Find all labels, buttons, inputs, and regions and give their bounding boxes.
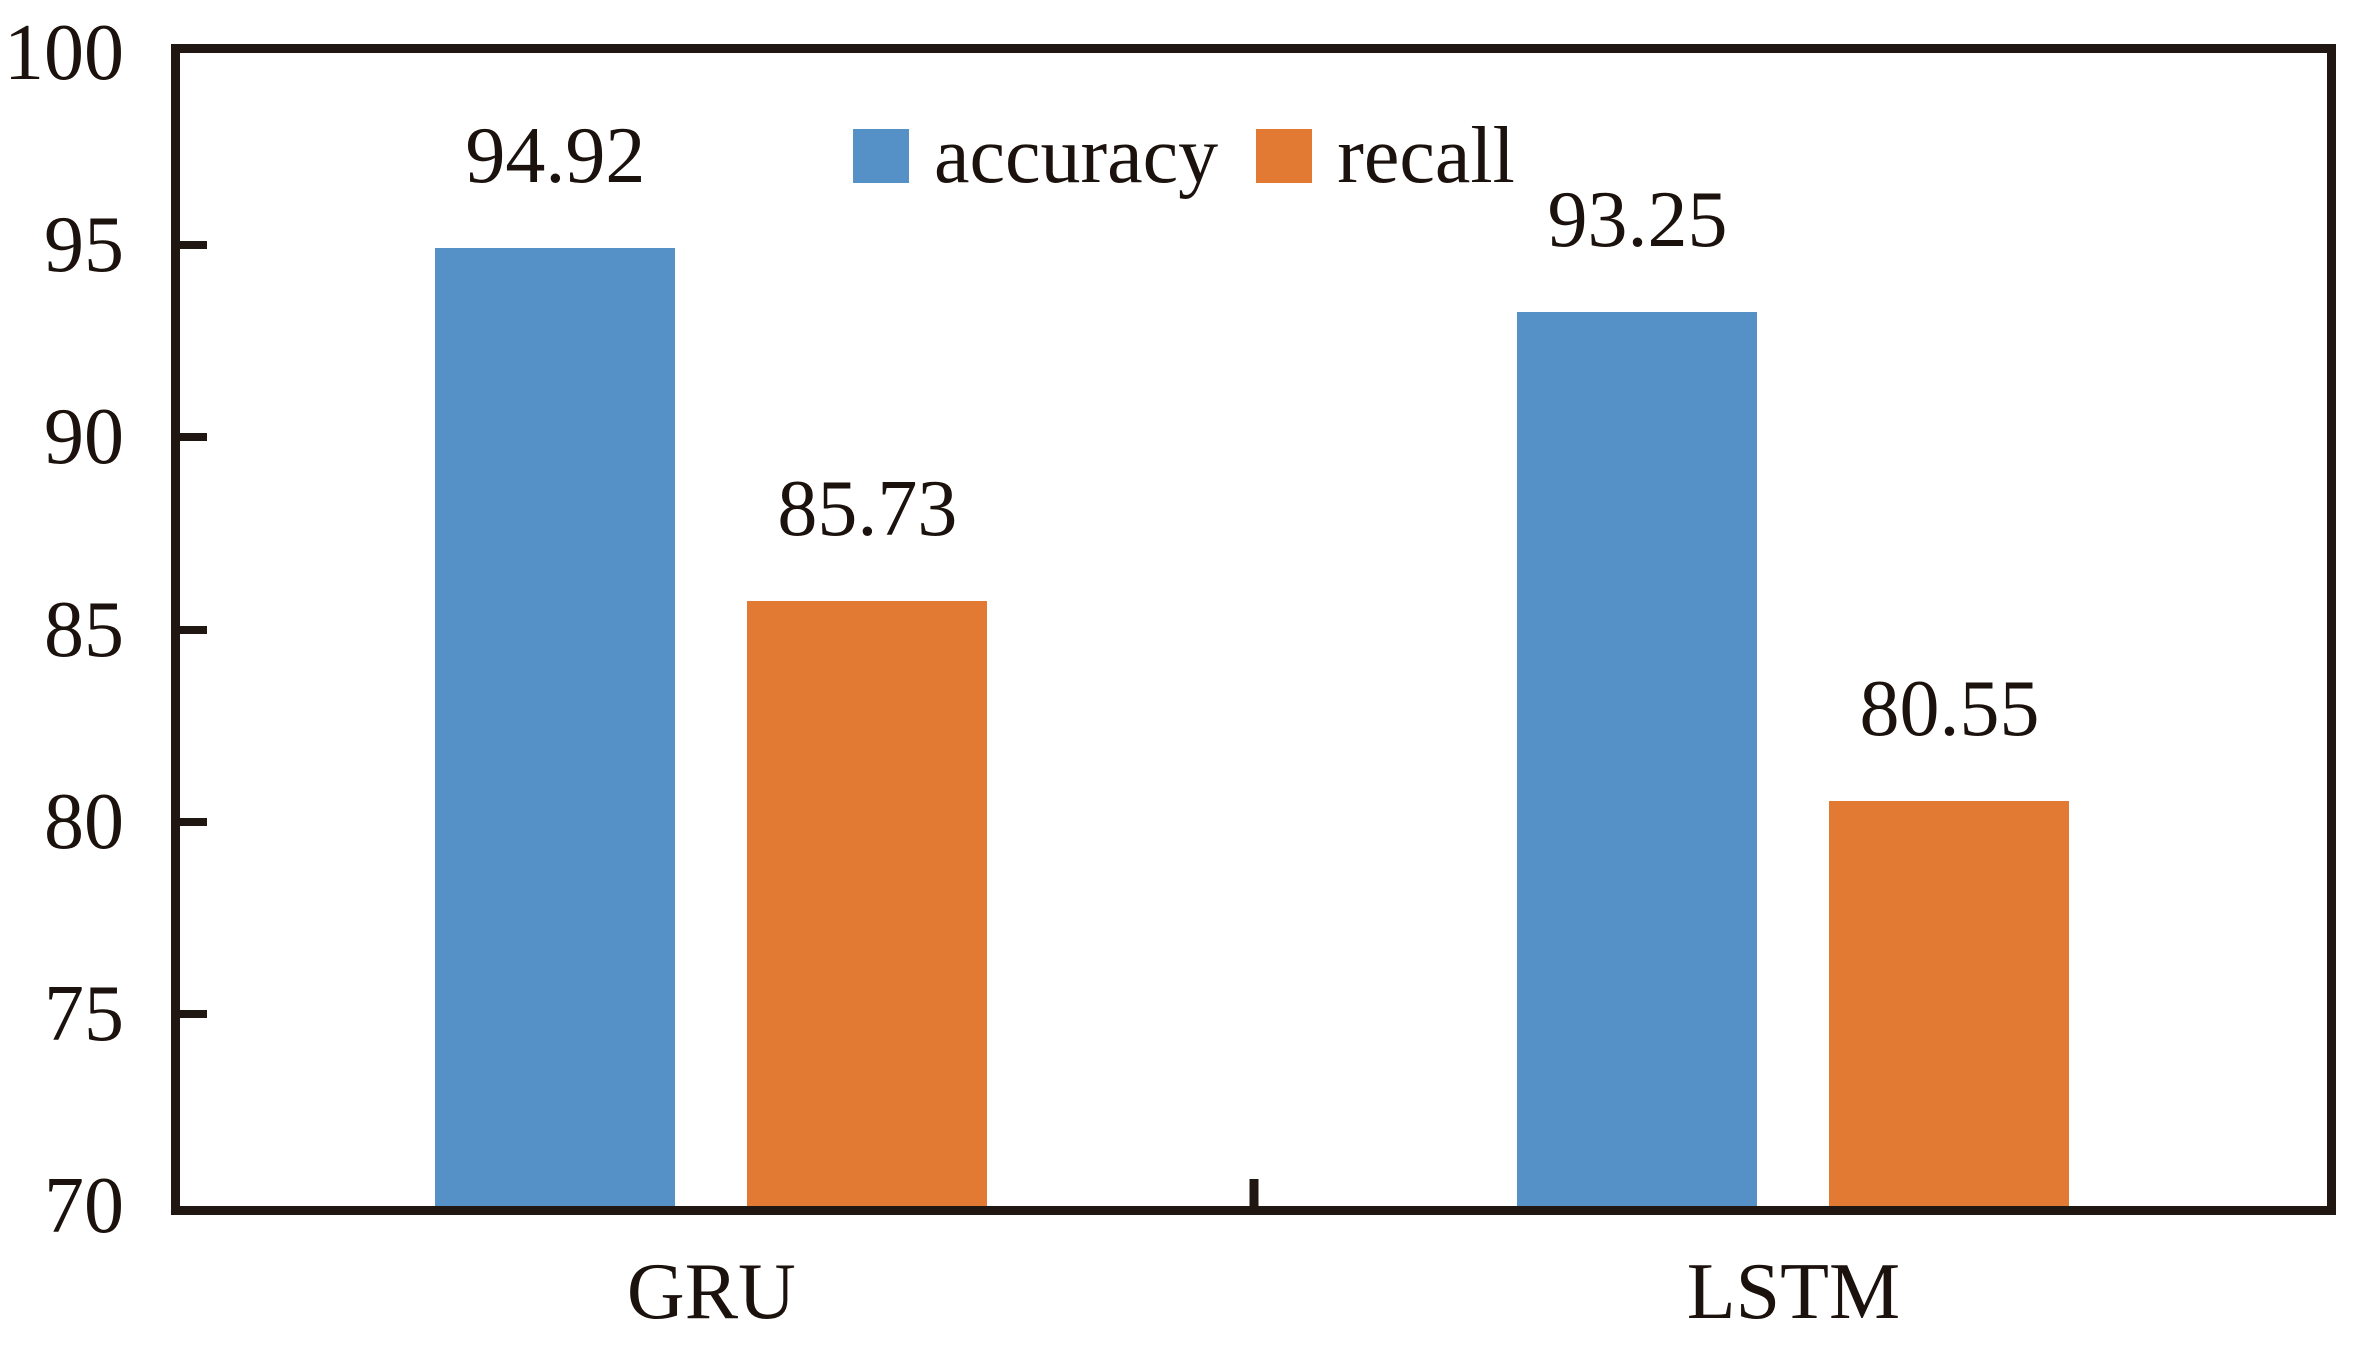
y-axis-tick-label: 100 bbox=[4, 9, 124, 97]
x-axis-category-label: LSTM bbox=[1686, 1248, 1901, 1336]
plot-area: 94.92 93.25 85.73 80.55 bbox=[171, 44, 2336, 1215]
y-axis-tick bbox=[180, 625, 207, 634]
y-axis-tick-label: 95 bbox=[44, 201, 124, 290]
legend-swatch-accuracy bbox=[853, 129, 909, 183]
legend-item-accuracy: accuracy bbox=[853, 116, 1218, 196]
legend-label-recall: recall bbox=[1337, 112, 1515, 200]
legend-label-accuracy: accuracy bbox=[934, 112, 1219, 200]
bar-value-label: 94.92 bbox=[465, 112, 646, 201]
x-axis-boundary-tick bbox=[1249, 1179, 1258, 1206]
legend-item-recall: recall bbox=[1256, 116, 1515, 196]
y-axis-tick-label: 85 bbox=[44, 585, 124, 674]
bar-gru-recall bbox=[747, 601, 988, 1206]
y-axis-tick bbox=[180, 1009, 207, 1018]
y-axis-tick bbox=[180, 241, 207, 250]
y-axis-tick bbox=[180, 433, 207, 442]
y-axis-tick bbox=[180, 817, 207, 826]
x-axis-category-label: GRU bbox=[626, 1248, 796, 1336]
bar-lstm-recall bbox=[1829, 800, 2070, 1206]
y-axis-tick-label: 75 bbox=[44, 969, 124, 1058]
y-axis-tick-label: 70 bbox=[44, 1162, 124, 1250]
bar-lstm-accuracy bbox=[1517, 312, 1758, 1206]
bar-value-label: 93.25 bbox=[1547, 176, 1728, 265]
legend-swatch-recall bbox=[1256, 129, 1313, 183]
bar-gru-accuracy bbox=[435, 248, 676, 1206]
legend: accuracy recall bbox=[853, 116, 1515, 196]
bar-value-label: 85.73 bbox=[777, 465, 958, 554]
y-axis-tick-label: 80 bbox=[44, 777, 124, 866]
bar-value-label: 80.55 bbox=[1859, 664, 2040, 753]
y-axis-tick-label: 90 bbox=[44, 393, 124, 482]
